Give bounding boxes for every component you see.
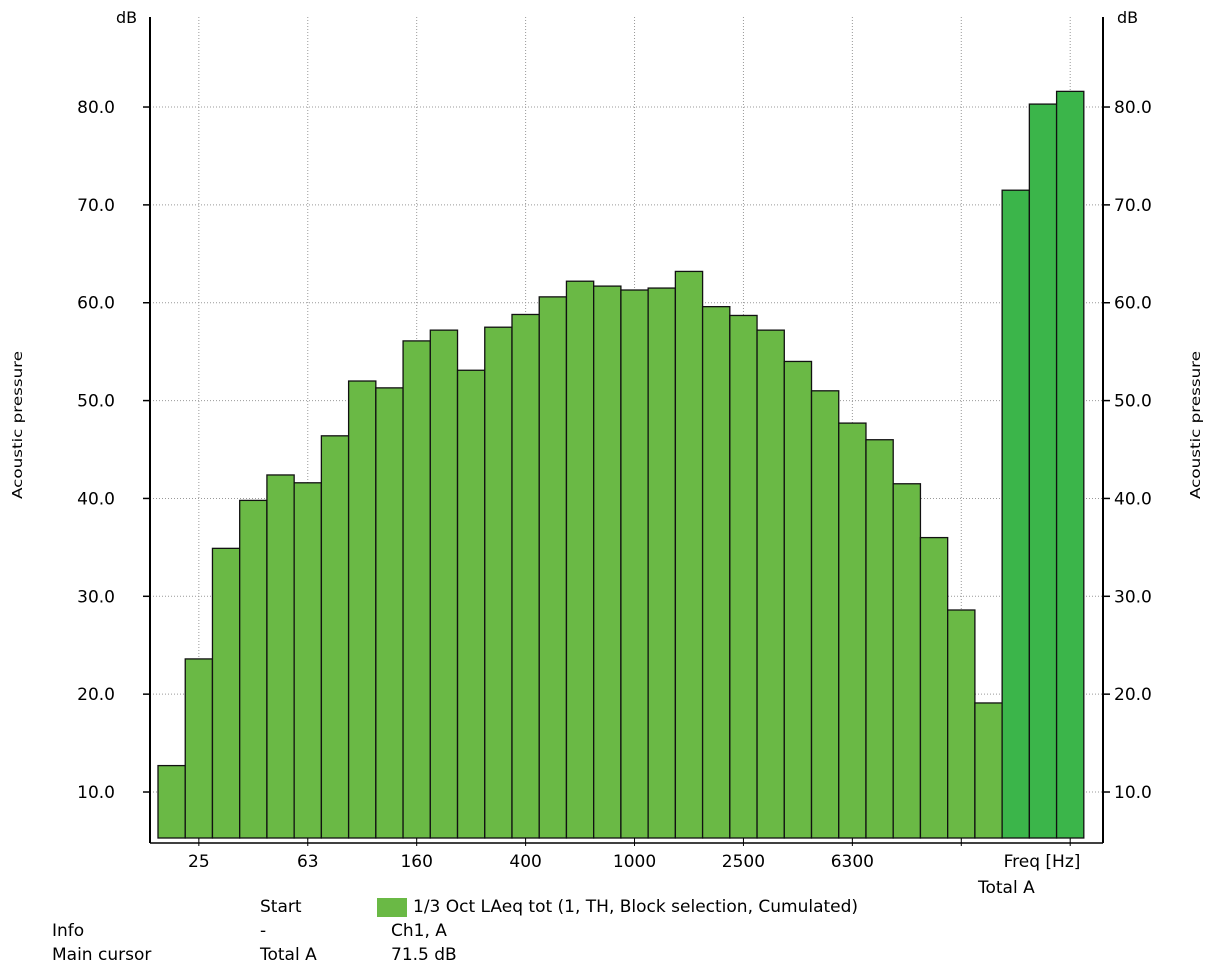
cursor-value: 71.5 dB	[391, 945, 457, 965]
x-tick-label: 400	[509, 852, 541, 872]
y-tick-label-left: 80.0	[77, 98, 115, 118]
bar	[593, 285, 622, 839]
y-tick-label-right: 60.0	[1114, 294, 1152, 314]
bar	[810, 390, 840, 839]
x-tick-label: 63	[297, 852, 319, 872]
bars	[157, 90, 1085, 839]
spectrum-chart: 10.0 10.0 20.0 20.0 30.0 30.0 40.0 40.0 50.0 50.0…	[11, 8, 1204, 872]
bar	[157, 764, 186, 839]
x-axis-ticks: 25 63 160 400 1000 2500 6300	[150, 838, 1103, 872]
y-tick-label-left: 60.0	[77, 294, 115, 314]
bar	[456, 369, 486, 839]
bar	[974, 702, 1003, 839]
cursor-position: Total A	[260, 945, 317, 965]
total-bar	[1055, 90, 1085, 839]
info-value: -	[260, 921, 267, 941]
y-axis-ticks: 10.0 10.0 20.0 20.0 30.0 30.0 40.0 40.0 50.0 50.0…	[77, 98, 1152, 803]
y-tick-label-right: 70.0	[1114, 196, 1152, 216]
y-tick-label-right: 40.0	[1114, 489, 1152, 509]
y-tick-label-left: 30.0	[77, 587, 115, 607]
bar	[892, 483, 922, 839]
y-tick-label-left: 70.0	[77, 196, 115, 216]
total-bar	[1028, 103, 1058, 839]
bar	[347, 380, 377, 839]
bar	[511, 313, 540, 839]
total-a-label: Total A	[978, 878, 1035, 898]
y-tick-label-left: 50.0	[77, 392, 115, 412]
bar	[674, 270, 704, 839]
bar	[701, 305, 731, 839]
y-axis-label-right: Acoustic pressure	[1189, 351, 1204, 499]
bar	[647, 287, 677, 839]
y-tick-label-right: 10.0	[1114, 783, 1152, 803]
bar	[756, 329, 785, 839]
bar	[729, 314, 758, 839]
bar	[239, 499, 268, 839]
y-tick-label-left: 20.0	[77, 685, 115, 705]
bar	[375, 387, 404, 839]
y-unit-left: dB	[116, 8, 137, 27]
x-axis-label: Freq [Hz]	[1004, 852, 1081, 872]
channel-value: Ch1, A	[391, 921, 447, 941]
bar	[320, 435, 350, 839]
bar	[538, 296, 568, 839]
bar	[919, 536, 949, 839]
x-tick-label: 2500	[722, 852, 765, 872]
bar	[184, 658, 214, 839]
bar	[402, 340, 431, 839]
info-label: Info	[52, 921, 85, 941]
bar	[838, 422, 867, 839]
y-tick-label-left: 40.0	[77, 489, 115, 509]
bar	[947, 609, 976, 839]
y-tick-label-right: 50.0	[1114, 392, 1152, 412]
bar	[266, 474, 295, 839]
bar	[620, 289, 649, 839]
bar	[293, 482, 323, 839]
total-bar	[1001, 189, 1031, 839]
bar	[429, 329, 459, 839]
legend-swatch	[377, 898, 407, 917]
main-cursor-label: Main cursor	[52, 945, 152, 965]
x-tick-label: 1000	[613, 852, 656, 872]
y-axis-label-left: Acoustic pressure	[11, 351, 26, 499]
bar	[565, 280, 595, 839]
bar	[211, 547, 241, 839]
start-label: Start	[260, 897, 302, 917]
bar	[783, 360, 813, 839]
x-tick-label: 160	[400, 852, 432, 872]
y-tick-label-right: 80.0	[1114, 98, 1152, 118]
x-tick-label: 6300	[831, 852, 874, 872]
y-tick-label-right: 30.0	[1114, 587, 1152, 607]
bar	[865, 439, 894, 839]
y-unit-right: dB	[1117, 8, 1138, 27]
y-tick-label-right: 20.0	[1114, 685, 1152, 705]
legend-label: 1/3 Oct LAeq tot (1, TH, Block selection…	[413, 897, 859, 917]
y-tick-label-left: 10.0	[77, 783, 115, 803]
bar	[484, 326, 513, 839]
x-tick-label: 25	[188, 852, 210, 872]
